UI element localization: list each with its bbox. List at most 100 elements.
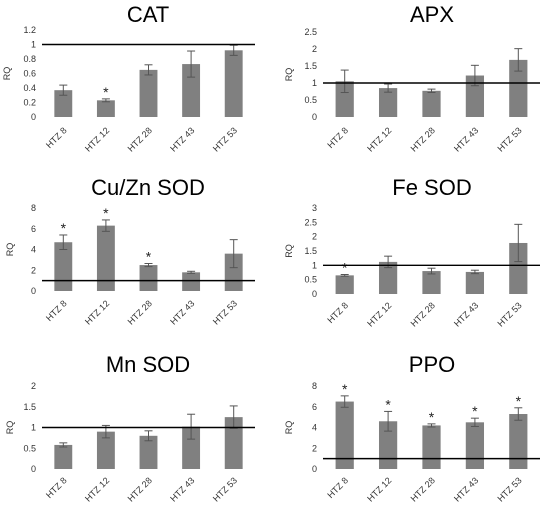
error-bar (340, 395, 349, 408)
x-tick-label: HTZ 53 (211, 298, 239, 326)
y-tick-label: 3 (312, 203, 317, 213)
y-tick-label: 0.8 (23, 54, 36, 64)
x-tick-label: HTZ 43 (452, 125, 480, 153)
y-tick-label: 1.2 (23, 25, 36, 35)
bar (378, 261, 398, 294)
y-tick-label: 0 (31, 464, 36, 474)
bar (182, 64, 201, 117)
y-tick-label: 0 (312, 112, 317, 122)
error-bar (229, 405, 238, 429)
x-tick-label: HTZ 12 (365, 300, 393, 328)
x-tick-label: HTZ 43 (168, 475, 196, 503)
significance-mark: * (61, 220, 67, 236)
x-tick-label: HTZ 8 (44, 475, 69, 500)
y-tick-label: 1 (312, 78, 317, 88)
bar (335, 81, 354, 117)
bar (139, 69, 158, 117)
chart-panel-3: Cu/Zn SOD RQ 0 2 4 6 8 * HTZ 8 * HTZ 12 * HTZ 28 HTZ … (5, 175, 255, 327)
significance-mark: * (342, 260, 348, 276)
chart-title: Cu/Zn SOD (91, 175, 205, 200)
bar (335, 401, 354, 469)
bar (465, 75, 485, 117)
y-tick-label: 8 (31, 203, 36, 213)
y-tick-label: 0 (312, 464, 317, 474)
x-tick-label: HTZ 28 (126, 125, 154, 153)
bar (54, 90, 73, 117)
y-tick-label: 4 (312, 423, 317, 433)
error-bar (514, 48, 523, 72)
bar (422, 271, 441, 294)
error-bar (427, 88, 436, 94)
bar (182, 272, 201, 291)
error-bar (187, 50, 196, 78)
x-tick-label: HTZ 12 (83, 475, 111, 503)
x-tick-label: HTZ 12 (365, 475, 393, 503)
y-tick-label: 1 (312, 260, 317, 270)
y-tick-label: 0.5 (304, 95, 317, 105)
error-bar (427, 423, 436, 428)
y-tick-label: 2.5 (304, 27, 317, 37)
error-bar (384, 83, 393, 93)
bar (465, 422, 485, 469)
error-bar (59, 442, 68, 448)
x-tick-label: HTZ 28 (409, 475, 437, 503)
y-tick-label: 2.5 (304, 217, 317, 227)
x-tick-label: HTZ 53 (495, 300, 523, 328)
chart-title: Fe SOD (392, 175, 471, 200)
x-tick-label: HTZ 8 (44, 125, 69, 150)
bar (465, 271, 485, 294)
significance-mark: * (516, 393, 522, 409)
error-bar (101, 219, 110, 232)
y-tick-label: 4 (31, 245, 36, 255)
significance-mark: * (103, 84, 109, 100)
significance-mark: * (103, 205, 109, 221)
y-tick-label: 0.5 (23, 443, 36, 453)
significance-mark: * (385, 396, 391, 412)
error-bar (340, 69, 349, 94)
bar (96, 431, 115, 469)
error-bar (229, 239, 238, 269)
bar (224, 253, 243, 291)
x-tick-label: HTZ 43 (168, 298, 196, 326)
chart-panel-2: APX RQ 0 0.5 1 1.5 2 2.5 HTZ 8 HTZ 12 HTZ 28 HTZ 43… (284, 2, 540, 154)
y-tick-label: 6 (312, 402, 317, 412)
x-tick-label: HTZ 43 (168, 125, 196, 153)
significance-mark: * (429, 409, 435, 425)
error-bar (470, 269, 479, 275)
bar (224, 417, 243, 469)
bar (54, 444, 73, 469)
error-bar (59, 84, 68, 96)
bar (378, 88, 398, 117)
error-bar (144, 263, 153, 268)
error-bar (144, 64, 153, 76)
chart-title: Mn SOD (106, 352, 190, 377)
error-bar (101, 98, 110, 103)
chart-panel-4: Fe SOD RQ 0 0.5 1 1.5 2 2.5 3 * HTZ 8 HTZ 12 HTZ 28 H… (284, 175, 540, 329)
x-tick-label: HTZ 8 (325, 125, 350, 150)
y-tick-label: 0.5 (304, 275, 317, 285)
y-tick-label: 0 (31, 286, 36, 296)
x-tick-label: HTZ 8 (325, 300, 350, 325)
y-tick-label: 0.4 (23, 83, 36, 93)
error-bar (59, 234, 68, 250)
y-tick-label: 6 (31, 224, 36, 234)
significance-mark: * (472, 403, 478, 419)
chart-title: APX (410, 2, 454, 27)
x-tick-label: HTZ 28 (126, 298, 154, 326)
x-tick-label: HTZ 12 (83, 125, 111, 153)
y-tick-label: 2 (31, 265, 36, 275)
y-tick-label: 8 (312, 381, 317, 391)
significance-mark: * (342, 381, 348, 397)
y-tick-label: 0 (312, 289, 317, 299)
bar (335, 275, 354, 294)
x-tick-label: HTZ 28 (409, 300, 437, 328)
error-bar (187, 413, 196, 440)
bar (182, 426, 201, 469)
chart-title: PPO (409, 352, 455, 377)
error-bar (144, 430, 153, 442)
bar (224, 50, 243, 117)
x-tick-label: HTZ 12 (83, 298, 111, 326)
error-bar (187, 270, 196, 274)
y-axis-label: RQ (284, 244, 294, 258)
